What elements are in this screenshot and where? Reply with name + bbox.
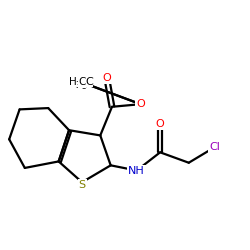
Text: C: C bbox=[85, 77, 93, 87]
Text: Cl: Cl bbox=[209, 142, 220, 152]
Text: 3: 3 bbox=[81, 82, 86, 91]
Text: H: H bbox=[78, 77, 86, 87]
Text: H: H bbox=[69, 77, 77, 87]
Text: O: O bbox=[136, 99, 145, 109]
Text: C: C bbox=[78, 77, 86, 87]
Text: NH: NH bbox=[128, 166, 145, 175]
Text: S: S bbox=[78, 180, 86, 190]
Text: 3: 3 bbox=[75, 82, 80, 90]
Text: O: O bbox=[102, 73, 111, 83]
Text: O: O bbox=[156, 119, 164, 129]
